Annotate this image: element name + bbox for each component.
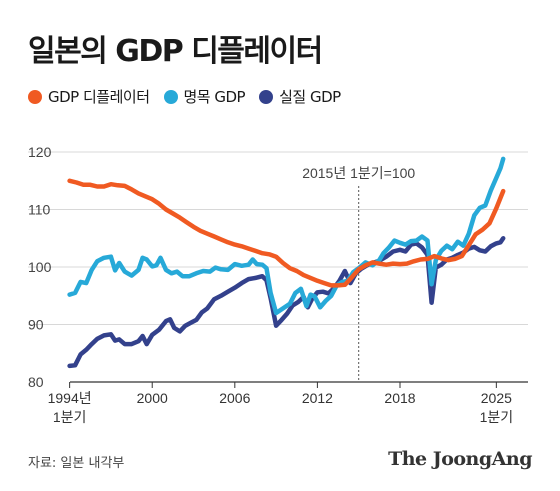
x-tick-label: 2012	[302, 390, 333, 406]
legend-dot-deflator	[28, 89, 42, 104]
legend-label-nominal-gdp: 명목 GDP	[183, 88, 246, 106]
y-axis-labels: 80 90 100 110 120	[28, 144, 52, 390]
legend-item-nominal-gdp: 명목 GDP	[163, 86, 246, 107]
legend-dot-nominal-gdp	[163, 89, 178, 104]
series-lines	[67, 156, 506, 369]
y-tick-label: 80	[28, 374, 44, 390]
legend-item-deflator: GDP 디플레이터	[28, 86, 150, 107]
x-tick-label: 2018	[384, 390, 415, 406]
x-tick-label: 1994년	[48, 390, 92, 406]
brand-logo: The JoongAng	[388, 448, 532, 470]
legend-item-real-gdp: 실질 GDP	[259, 86, 341, 107]
y-tick-label: 110	[28, 202, 51, 218]
chart-title: 일본의 GDP 디플레이터	[28, 34, 323, 69]
x-tick-label: 2000	[137, 390, 168, 406]
y-tick-label: 90	[28, 317, 44, 333]
grid-lines	[28, 151, 528, 325]
legend-label-real-gdp: 실질 GDP	[279, 88, 341, 106]
series-line-0	[67, 178, 506, 288]
chart-legend: GDP 디플레이터 명목 GDP 실질 GDP	[28, 86, 355, 107]
x-tick-label: 2006	[219, 390, 250, 406]
legend-label-deflator: GDP 디플레이터	[48, 88, 150, 106]
x-tick-sublabel: 1분기	[480, 409, 514, 425]
x-axis-ticks: 1994년 1분기 2000 2006 2012 2018 2025 1분기	[48, 382, 513, 425]
y-tick-label: 100	[28, 259, 52, 275]
x-tick-label: 2025	[481, 390, 512, 406]
legend-dot-real-gdp	[259, 89, 274, 104]
x-tick-sublabel: 1분기	[53, 409, 87, 425]
y-tick-label: 120	[28, 144, 52, 160]
annotation-label: 2015년 1분기=100	[302, 165, 415, 181]
series-line-1	[67, 156, 506, 316]
source-note: 자료: 일본 내각부	[28, 456, 125, 471]
